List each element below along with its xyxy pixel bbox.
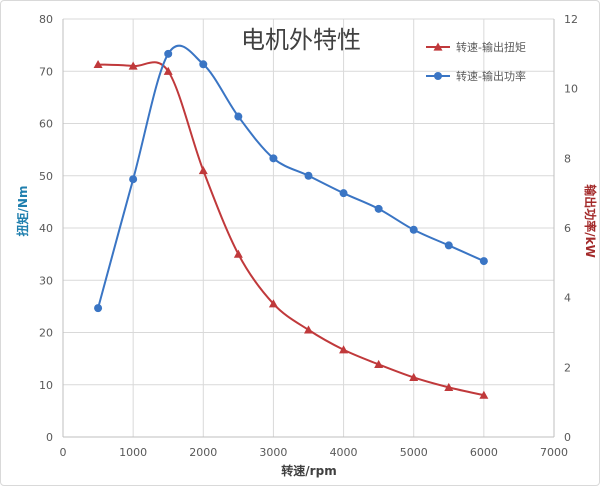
legend-label-power: 转速-输出功率 bbox=[456, 69, 526, 83]
data-point-circle-power bbox=[164, 49, 173, 58]
right-y-tick-label: 8 bbox=[564, 152, 571, 165]
left-y-tick-label: 30 bbox=[39, 274, 53, 287]
legend-circle-icon bbox=[434, 72, 442, 80]
right-y-tick-label: 10 bbox=[564, 83, 578, 96]
data-point-triangle-torque bbox=[268, 299, 278, 308]
data-point-circle-power bbox=[94, 304, 103, 313]
left-y-tick-label: 40 bbox=[39, 222, 53, 235]
data-point-circle-power bbox=[374, 204, 383, 213]
left-y-tick-label: 20 bbox=[39, 327, 53, 340]
x-tick-label: 1000 bbox=[119, 446, 147, 459]
right-y-tick-label: 0 bbox=[564, 431, 571, 444]
series-line-torque bbox=[98, 61, 485, 397]
series-line-power bbox=[97, 44, 485, 309]
data-point-circle-power bbox=[339, 189, 348, 198]
left-y-tick-label: 50 bbox=[39, 170, 53, 183]
data-point-triangle-torque bbox=[198, 166, 208, 175]
axes bbox=[62, 19, 555, 438]
data-point-triangle-torque bbox=[374, 359, 384, 368]
data-point-circle-power bbox=[269, 154, 278, 163]
legend: 转速-输出扭矩 转速-输出功率 bbox=[426, 40, 526, 83]
x-axis-label: 转速/rpm bbox=[281, 463, 336, 478]
data-point-triangle-torque bbox=[128, 61, 138, 70]
x-tick-label: 0 bbox=[60, 446, 67, 459]
data-point-circle-power bbox=[234, 112, 243, 121]
right-y-tick-label: 12 bbox=[564, 13, 578, 26]
data-point-triangle-torque bbox=[304, 325, 313, 334]
series-layer bbox=[93, 44, 489, 399]
x-tick-label: 6000 bbox=[470, 446, 498, 459]
data-point-triangle-torque bbox=[409, 372, 419, 382]
data-point-circle-power bbox=[444, 241, 453, 250]
x-tick-label: 3000 bbox=[259, 446, 287, 459]
data-point-circle-power bbox=[129, 175, 138, 184]
left-y-tick-label: 0 bbox=[46, 431, 53, 444]
data-point-circle-power bbox=[304, 171, 313, 180]
left-y-tick-label: 70 bbox=[39, 65, 53, 78]
right-y-tick-label: 4 bbox=[564, 292, 571, 305]
data-point-circle-power bbox=[479, 257, 488, 266]
left-y-axis-label: 扭矩/Nm bbox=[15, 186, 30, 237]
right-y-tick-label: 6 bbox=[564, 222, 571, 235]
legend-triangle-icon bbox=[433, 42, 443, 51]
legend-label-torque: 转速-输出扭矩 bbox=[456, 40, 526, 54]
data-point-triangle-torque bbox=[444, 382, 454, 391]
legend-item-torque: 转速-输出扭矩 bbox=[426, 40, 526, 54]
x-tick-label: 4000 bbox=[330, 446, 358, 459]
data-point-triangle-torque bbox=[479, 390, 489, 399]
right-y-axis-label: 输出功率/kW bbox=[583, 184, 598, 258]
data-point-triangle-torque bbox=[233, 249, 243, 258]
x-tick-label: 2000 bbox=[189, 446, 217, 459]
x-tick-label: 7000 bbox=[540, 446, 568, 459]
data-point-triangle-torque bbox=[93, 59, 103, 69]
data-point-triangle-torque bbox=[339, 345, 349, 354]
data-point-circle-power bbox=[199, 60, 208, 69]
data-point-triangle-torque bbox=[163, 66, 173, 75]
tick-labels: 0 1000 2000 3000 4000 5000 6000 700001020304050… bbox=[39, 13, 578, 459]
left-y-tick-label: 60 bbox=[39, 118, 53, 131]
left-y-tick-label: 10 bbox=[39, 379, 53, 392]
right-y-tick-label: 2 bbox=[564, 361, 571, 374]
legend-item-power: 转速-输出功率 bbox=[426, 69, 526, 83]
chart-title: 电机外特性 bbox=[241, 26, 361, 54]
left-y-tick-label: 80 bbox=[39, 13, 53, 26]
data-point-circle-power bbox=[409, 225, 418, 234]
x-tick-label: 5000 bbox=[400, 446, 428, 459]
